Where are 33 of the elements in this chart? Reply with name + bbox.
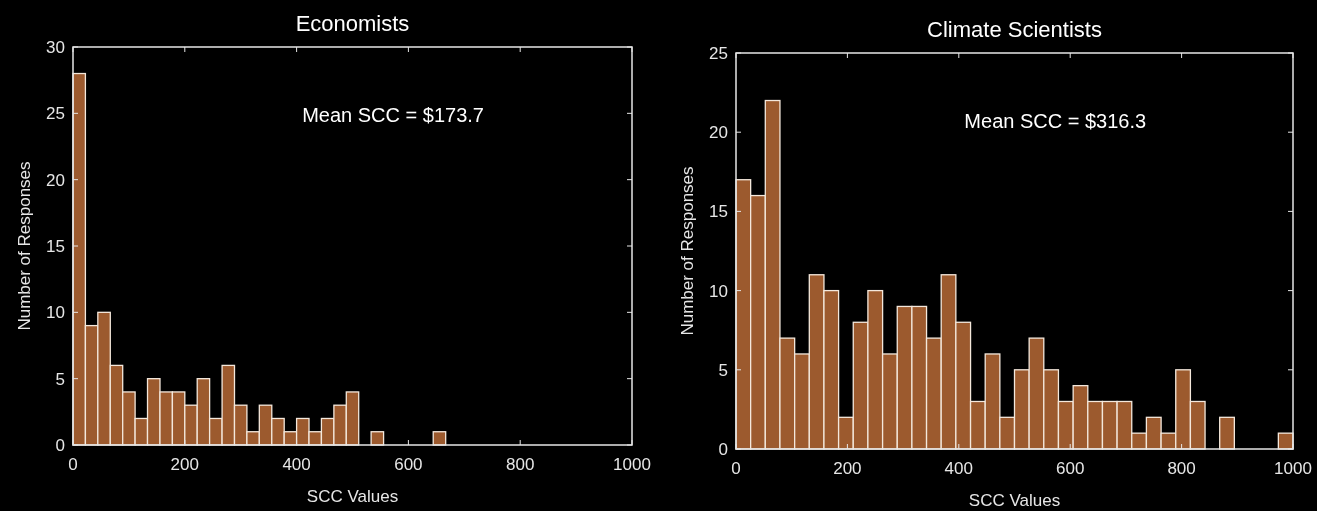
y-axis-title: Number of Responses <box>678 166 697 336</box>
annotation: Mean SCC = $316.3 <box>964 110 1147 132</box>
y-tick-label: 5 <box>718 360 728 380</box>
x-tick-label: 600 <box>1056 459 1085 478</box>
annotation: Mean SCC = $173.7 <box>302 104 484 126</box>
y-tick-label: 10 <box>709 281 728 301</box>
y-tick-label: 0 <box>718 440 728 459</box>
chart-title: Climate Scientists <box>927 17 1102 42</box>
y-tick-label: 15 <box>709 202 728 222</box>
y-tick-label: 10 <box>46 303 65 323</box>
y-tick-label: 20 <box>709 123 728 143</box>
y-tick-label: 30 <box>46 38 65 57</box>
x-axis-title: SCC Values <box>306 487 399 506</box>
x-tick-label: 0 <box>731 459 741 478</box>
y-tick-label: 0 <box>55 436 65 455</box>
y-tick-label: 25 <box>709 44 728 63</box>
x-tick-label: 800 <box>506 455 535 474</box>
x-tick-label: 200 <box>170 455 199 474</box>
x-tick-label: 200 <box>833 459 862 478</box>
chart-title: Economists <box>295 11 410 36</box>
x-tick-label: 400 <box>944 459 973 478</box>
x-axis-title: SCC Values <box>968 491 1061 510</box>
y-tick-label: 15 <box>46 237 65 256</box>
y-tick-label: 20 <box>46 170 65 190</box>
x-tick-label: 800 <box>1167 459 1196 478</box>
x-tick-label: 1000 <box>613 455 651 474</box>
x-tick-label: 400 <box>282 455 311 474</box>
y-axis-title: Number of Responses <box>15 161 34 331</box>
x-tick-label: 0 <box>68 455 78 474</box>
y-tick-label: 25 <box>46 104 65 124</box>
x-tick-label: 600 <box>394 455 423 474</box>
y-tick-label: 5 <box>55 369 65 389</box>
x-tick-label: 1000 <box>1274 459 1312 478</box>
